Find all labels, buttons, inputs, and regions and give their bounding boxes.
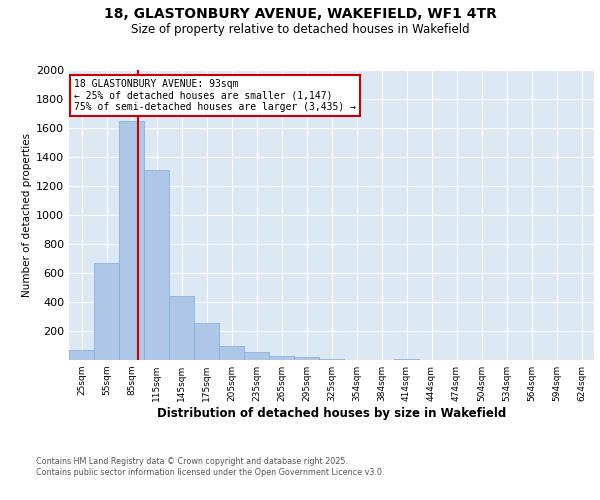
- Bar: [144, 170, 169, 360]
- Bar: [319, 358, 344, 360]
- Bar: [119, 120, 144, 360]
- Bar: [194, 323, 219, 360]
- X-axis label: Distribution of detached houses by size in Wakefield: Distribution of detached houses by size …: [157, 407, 506, 420]
- Y-axis label: Number of detached properties: Number of detached properties: [22, 133, 32, 297]
- Bar: [94, 263, 119, 360]
- Bar: [269, 356, 294, 360]
- Bar: [219, 346, 244, 360]
- Bar: [394, 358, 419, 360]
- Bar: [294, 357, 319, 360]
- Text: Contains HM Land Registry data © Crown copyright and database right 2025.
Contai: Contains HM Land Registry data © Crown c…: [36, 458, 385, 477]
- Bar: [169, 296, 194, 360]
- Text: 18, GLASTONBURY AVENUE, WAKEFIELD, WF1 4TR: 18, GLASTONBURY AVENUE, WAKEFIELD, WF1 4…: [104, 8, 496, 22]
- Bar: [244, 352, 269, 360]
- Text: 18 GLASTONBURY AVENUE: 93sqm
← 25% of detached houses are smaller (1,147)
75% of: 18 GLASTONBURY AVENUE: 93sqm ← 25% of de…: [74, 78, 356, 112]
- Bar: [69, 350, 94, 360]
- Text: Size of property relative to detached houses in Wakefield: Size of property relative to detached ho…: [131, 22, 469, 36]
